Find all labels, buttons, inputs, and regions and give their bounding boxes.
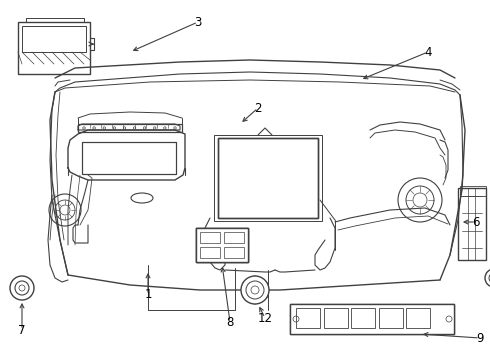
Text: 2: 2 bbox=[254, 102, 262, 114]
Text: 12: 12 bbox=[258, 311, 272, 324]
Bar bbox=[18, 22, 90, 74]
Text: 3: 3 bbox=[195, 15, 202, 28]
Text: 1: 1 bbox=[144, 288, 152, 302]
Bar bbox=[224, 247, 244, 258]
Bar bbox=[460, 186, 486, 196]
Bar bbox=[200, 247, 220, 258]
Bar bbox=[82, 142, 176, 174]
Text: 8: 8 bbox=[226, 315, 234, 328]
Bar bbox=[296, 308, 320, 328]
Ellipse shape bbox=[131, 193, 153, 203]
Bar bbox=[378, 308, 402, 328]
Bar bbox=[290, 304, 454, 334]
Bar bbox=[22, 26, 86, 52]
Text: 9: 9 bbox=[476, 332, 484, 345]
Bar bbox=[196, 228, 248, 262]
Bar bbox=[290, 304, 454, 334]
Bar bbox=[82, 142, 176, 174]
Text: 6: 6 bbox=[472, 216, 480, 229]
Bar bbox=[351, 308, 375, 328]
Circle shape bbox=[10, 276, 34, 300]
Bar bbox=[218, 138, 318, 218]
Text: 7: 7 bbox=[18, 324, 26, 337]
Bar bbox=[196, 228, 248, 262]
Bar bbox=[214, 135, 322, 221]
Circle shape bbox=[485, 269, 490, 287]
Text: 4: 4 bbox=[424, 45, 432, 58]
Bar bbox=[406, 308, 430, 328]
Bar bbox=[78, 124, 182, 132]
Bar bbox=[224, 232, 244, 243]
Bar bbox=[218, 138, 318, 218]
Bar bbox=[323, 308, 347, 328]
Bar bbox=[458, 188, 486, 260]
Circle shape bbox=[241, 276, 269, 304]
Bar bbox=[200, 232, 220, 243]
